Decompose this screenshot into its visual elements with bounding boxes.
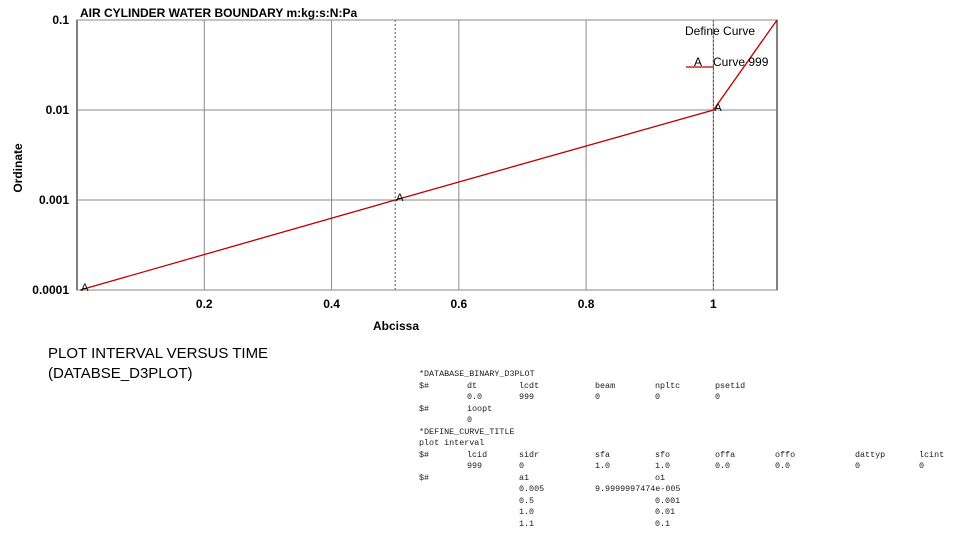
keyword-cell: 0 (855, 461, 861, 471)
legend-marker: A (694, 55, 702, 69)
keyword-cell: ioopt (467, 403, 493, 414)
keyword-cell: 1.0 (519, 507, 535, 517)
keyword-cell: 0 (655, 392, 661, 402)
keyword-cell: 0 (715, 392, 721, 402)
keyword-line: 1.1 0.1 (419, 519, 959, 531)
keyword-line: 0 (419, 415, 959, 427)
legend-entry-label: Curve 999 (713, 55, 769, 69)
keyword-cell: 999 (467, 461, 483, 471)
x-axis-label: Abcissa (373, 319, 419, 333)
keyword-cell: $# (419, 380, 430, 391)
keyword-cell: lcdt (519, 380, 540, 391)
keyword-line: 0.5 0.001 (419, 496, 959, 508)
keyword-cell: $# (419, 403, 430, 414)
keyword-cell: 1.0 (655, 461, 671, 471)
keyword-cell: 0 (519, 461, 525, 471)
keyword-cell: dt (467, 380, 478, 391)
keyword-cell: sfa (595, 449, 611, 460)
series-line (80, 19, 778, 291)
keyword-line: $# lcid sidr sfa sfo offa offo dattyp lcint (419, 450, 959, 462)
y-tick-label: 0.001 (39, 193, 69, 207)
keyword-line: 999 0 1.0 1.0 0.0 0.0 0 0 (419, 461, 959, 473)
keyword-cell: *DATABASE_BINARY_D3PLOT (419, 369, 535, 379)
keyword-line: *DATABASE_BINARY_D3PLOT (419, 369, 959, 381)
keyword-cell: 0 (467, 415, 473, 425)
legend-title: Define Curve (685, 24, 755, 38)
keyword-cell: a1 (519, 472, 530, 483)
vertical-gridlines (203, 20, 714, 290)
x-tick-labels: 0.2 0.4 0.6 0.8 1 (196, 297, 717, 311)
keyword-listing: *DATABASE_BINARY_D3PLOT $# dt lcdt beam npltc… (419, 369, 959, 530)
caption: PLOT INTERVAL VERSUS TIME (DATABSE_D3PLO… (48, 344, 268, 384)
keyword-line: *DEFINE_CURVE_TITLE (419, 427, 959, 439)
x-tick-label: 0.4 (323, 297, 340, 311)
chart-title: AIR CYLINDER WATER BOUNDARY m:kg:s:N:Pa (80, 6, 357, 20)
keyword-cell: lcid (467, 449, 488, 460)
plot-area (76, 19, 778, 291)
keyword-cell: npltc (655, 380, 681, 391)
keyword-line: $# a1 o1 (419, 473, 959, 485)
y-tick-label: 0.01 (46, 103, 70, 117)
chart-svg: 0.2 0.4 0.6 0.8 1 0.0001 0.001 0.01 0.1 A A A AIR… (11, 6, 778, 333)
keyword-cell: 0.01 (655, 507, 676, 517)
keyword-line: $# ioopt (419, 404, 959, 416)
keyword-cell: beam (595, 380, 616, 391)
y-tick-label: 0.1 (52, 13, 69, 27)
data-point-marker: A (714, 102, 722, 114)
keyword-cell: 0.0 (775, 461, 791, 471)
keyword-cell: sidr (519, 449, 540, 460)
keyword-cell: *DEFINE_CURVE_TITLE (419, 426, 515, 437)
keyword-cell: 9.9999997474e-005 (595, 484, 681, 494)
keyword-cell: 999 (519, 392, 535, 402)
keyword-cell: 0.001 (655, 495, 681, 506)
keyword-cell: offa (715, 449, 736, 460)
keyword-cell: psetid (715, 380, 746, 391)
caption-line-1: PLOT INTERVAL VERSUS TIME (48, 345, 269, 362)
keyword-cell: lcint (919, 449, 945, 460)
x-tick-label: 0.6 (450, 297, 467, 311)
keyword-line: 1.0 0.01 (419, 507, 959, 519)
keyword-cell: plot interval (419, 438, 485, 448)
data-point-marker: A (396, 192, 404, 204)
keyword-cell: 0.0 (467, 392, 483, 402)
keyword-line: plot interval (419, 438, 959, 450)
caption-line-2: (DATABSE_D3PLOT) (48, 365, 193, 382)
x-tick-label: 1 (710, 297, 717, 311)
keyword-cell: 0.1 (655, 518, 671, 529)
keyword-line: 0.005 9.9999997474e-005 (419, 484, 959, 496)
keyword-cell: 0.0 (715, 461, 731, 471)
keyword-cell: 0.005 (519, 484, 545, 494)
keyword-cell: dattyp (855, 449, 886, 460)
keyword-cell: 0 (919, 461, 925, 471)
keyword-cell: o1 (655, 472, 666, 483)
y-tick-label: 0.0001 (32, 283, 69, 297)
keyword-cell: 1.1 (519, 518, 535, 529)
horizontal-gridlines (77, 19, 777, 291)
keyword-cell: sfo (655, 449, 671, 460)
x-tick-label: 0.2 (196, 297, 213, 311)
keyword-cell: 0 (595, 392, 601, 402)
x-tick-label: 0.8 (578, 297, 595, 311)
keyword-cell: 1.0 (595, 461, 611, 471)
y-axis-label: Ordinate (11, 143, 25, 193)
keyword-cell: $# (419, 449, 430, 460)
series-layer: A A A (80, 19, 778, 294)
legend: Define Curve A Curve 999 (685, 24, 769, 69)
keyword-cell: 0.5 (519, 495, 535, 506)
keyword-line: $# dt lcdt beam npltc psetid (419, 381, 959, 393)
keyword-line: 0.0 999 0 0 0 (419, 392, 959, 404)
keyword-cell: offo (775, 449, 796, 460)
keyword-cell: $# (419, 472, 430, 483)
y-tick-labels: 0.0001 0.001 0.01 0.1 (32, 13, 69, 297)
data-point-marker: A (81, 282, 89, 294)
